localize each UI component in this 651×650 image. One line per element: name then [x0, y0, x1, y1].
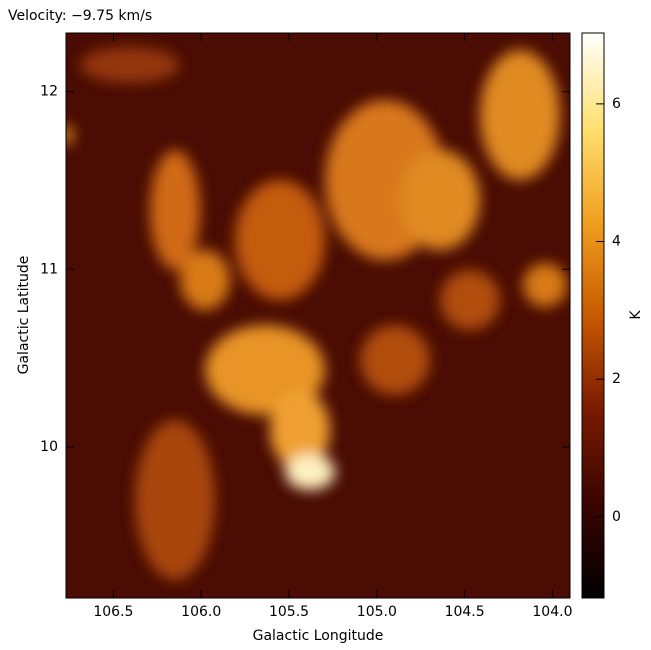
plot-frame: [65, 32, 571, 599]
x-axis-label: Galactic Longitude: [253, 628, 384, 644]
y-tick-label: 10: [40, 439, 58, 455]
x-tick-label: 104.5: [445, 604, 485, 620]
y-axis-label: Galactic Latitude: [16, 256, 32, 375]
y-tick-label: 11: [40, 261, 58, 277]
y-tick-label: 12: [40, 84, 58, 100]
colorbar-tick-label: 4: [612, 234, 621, 250]
colorbar-tick-label: 2: [612, 371, 621, 387]
x-tick-label: 105.0: [357, 604, 397, 620]
x-tick-label: 106.0: [181, 604, 221, 620]
x-tick-label: 106.5: [93, 604, 133, 620]
emission-map: [66, 33, 570, 598]
x-tick-label: 105.5: [269, 604, 309, 620]
colorbar-tick-label: 0: [612, 509, 621, 525]
colorbar-tick-label: 6: [612, 96, 621, 112]
chart-title: Velocity: −9.75 km/s: [8, 8, 152, 24]
x-tick-label: 104.0: [532, 604, 572, 620]
colorbar: [581, 32, 605, 599]
colorbar-label: K: [628, 310, 644, 320]
